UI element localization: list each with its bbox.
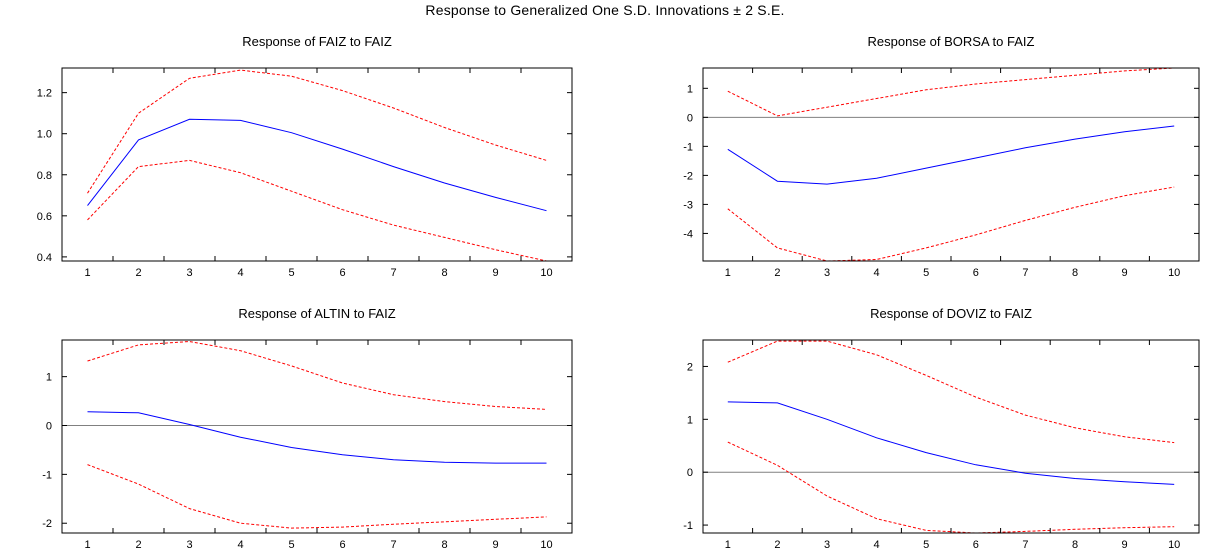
y-tick-label: -1 — [683, 141, 693, 153]
x-tick-label: 3 — [824, 267, 830, 279]
x-tick-label: 9 — [492, 539, 498, 551]
confidence-band-upper — [727, 67, 1175, 117]
y-tick-label: 1 — [687, 83, 693, 95]
x-tick-label: 2 — [774, 539, 780, 551]
x-tick-label: 2 — [774, 267, 780, 279]
panel-2: Response of BORSA to FAIZ -4 -3 -2 -1 0 1 1 2 3 4 5… — [683, 34, 1200, 279]
y-tick-label: 0.8 — [37, 170, 52, 182]
x-tick-label: 4 — [237, 539, 243, 551]
confidence-band-lower — [87, 464, 547, 529]
confidence-band-lower — [727, 186, 1175, 262]
x-tick-label: 5 — [923, 539, 929, 551]
x-tick-label: 10 — [1168, 539, 1180, 551]
y-tick-label: 0.6 — [37, 211, 52, 223]
x-tick-label: 6 — [339, 539, 345, 551]
y-tick-label: -3 — [683, 199, 693, 211]
y-tick-label: 1.0 — [37, 129, 52, 141]
x-tick-label: 7 — [1022, 539, 1028, 551]
x-tick-label: 3 — [186, 267, 192, 279]
x-tick-label: 2 — [135, 267, 141, 279]
y-tick-label: 1 — [46, 372, 52, 384]
x-tick-label: 5 — [288, 539, 294, 551]
y-tick-label: 1 — [687, 414, 693, 426]
panel-1: Response of FAIZ to FAIZ 0.4 0.6 0.8 1.0 1.2 1… — [37, 34, 573, 279]
x-tick-label: 7 — [1022, 267, 1028, 279]
x-tick-label: 7 — [390, 539, 396, 551]
x-tick-label: 9 — [492, 267, 498, 279]
x-tick-label: 1 — [725, 539, 731, 551]
x-tick-label: 6 — [973, 267, 979, 279]
x-tick-label: 5 — [288, 267, 294, 279]
y-tick-label: 0.4 — [37, 252, 52, 264]
plot-frame — [61, 339, 573, 534]
y-tick-label: 2 — [687, 361, 693, 373]
x-tick-label: 8 — [441, 267, 447, 279]
x-tick-label: 2 — [135, 539, 141, 551]
panel-4: Response of DOVIZ to FAIZ -1 0 1 2 1 2 3 4 5 6 7 8 9 1… — [683, 306, 1200, 551]
plot-frame — [61, 67, 573, 262]
y-tick-label: 0 — [687, 467, 693, 479]
y-tick-label: -4 — [683, 228, 693, 240]
panel-title: Response of ALTIN to FAIZ — [238, 306, 395, 321]
x-tick-label: 3 — [186, 539, 192, 551]
confidence-band-lower — [87, 159, 547, 262]
x-tick-label: 7 — [390, 267, 396, 279]
x-tick-label: 1 — [84, 267, 90, 279]
y-tick-label: -1 — [42, 469, 52, 481]
x-tick-label: 8 — [1072, 539, 1078, 551]
x-tick-label: 4 — [874, 539, 880, 551]
x-tick-label: 5 — [923, 267, 929, 279]
x-tick-label: 9 — [1122, 539, 1128, 551]
y-tick-label: 1.2 — [37, 88, 52, 100]
panel-title: Response of DOVIZ to FAIZ — [870, 306, 1032, 321]
y-tick-label: -2 — [42, 518, 52, 530]
confidence-band-upper — [87, 69, 547, 194]
x-tick-label: 4 — [237, 267, 243, 279]
x-tick-label: 6 — [973, 539, 979, 551]
x-tick-label: 8 — [441, 539, 447, 551]
y-tick-label: -2 — [683, 170, 693, 182]
x-tick-label: 10 — [1168, 267, 1180, 279]
x-tick-label: 1 — [84, 539, 90, 551]
y-tick-label: 0 — [687, 112, 693, 124]
x-tick-label: 8 — [1072, 267, 1078, 279]
response-line — [727, 401, 1175, 485]
x-tick-label: 1 — [725, 267, 731, 279]
figure-title: Response to Generalized One S.D. Innovat… — [425, 2, 785, 18]
panel-3: Response of ALTIN to FAIZ -2 -1 0 1 1 2 3 4 5 6 7 8 9… — [42, 306, 573, 551]
confidence-band-upper — [87, 340, 547, 410]
confidence-band-lower — [727, 441, 1175, 534]
y-tick-label: -1 — [683, 520, 693, 532]
y-tick-label: 0 — [46, 421, 52, 433]
response-line — [87, 411, 547, 464]
plot-frame — [702, 67, 1200, 262]
response-line — [87, 118, 547, 212]
panel-title: Response of BORSA to FAIZ — [868, 34, 1035, 49]
x-tick-label: 6 — [339, 267, 345, 279]
x-tick-label: 4 — [874, 267, 880, 279]
x-tick-label: 9 — [1122, 267, 1128, 279]
panel-title: Response of FAIZ to FAIZ — [242, 34, 392, 49]
confidence-band-upper — [727, 340, 1175, 444]
x-tick-label: 10 — [540, 539, 552, 551]
x-tick-label: 3 — [824, 539, 830, 551]
response-line — [727, 125, 1175, 185]
x-tick-label: 10 — [540, 267, 552, 279]
